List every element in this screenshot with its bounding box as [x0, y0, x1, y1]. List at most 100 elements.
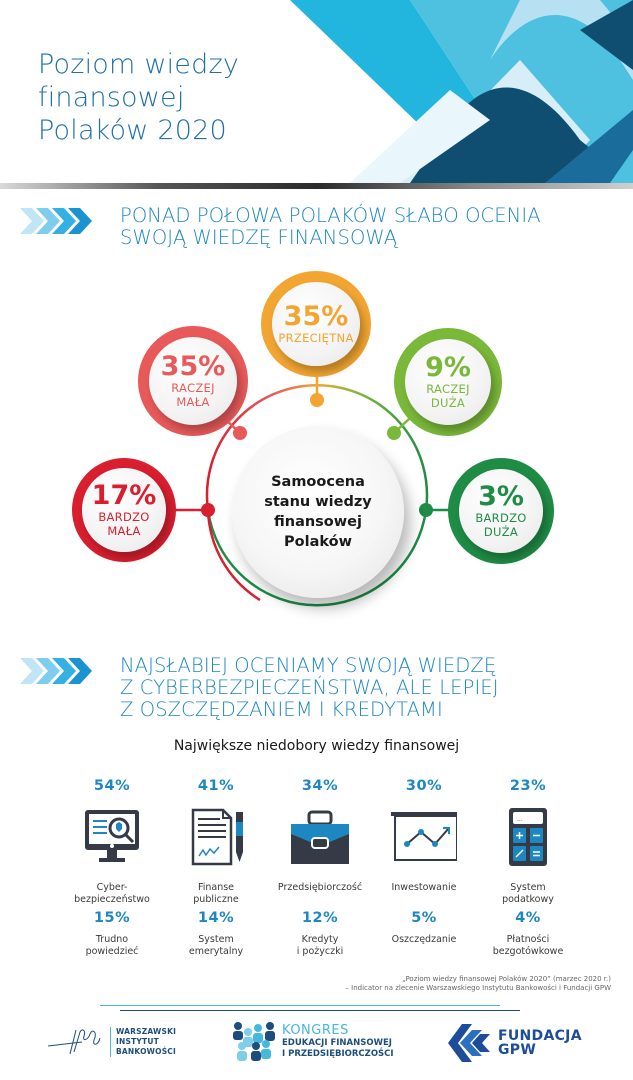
deficit-percentage: 4% — [515, 910, 541, 926]
wib-name: WARSZAWSKI INSTYTUT BANKOWOŚCI — [110, 1027, 176, 1057]
kongres-logo: KONGRES EDUKACJI FINANSOWEJ I PRZEDSIĘBI… — [232, 1020, 394, 1064]
section2-heading-line: Z CYBERBEZPIECZEŃSTWA, ALE LEPIEJ — [120, 676, 499, 699]
bubble-label: DUŻA — [430, 395, 466, 410]
bubble-label: BARDZO — [475, 510, 527, 525]
bubble-rather-low: 35% RACZEJ MAŁA — [138, 326, 248, 436]
bubble-label: MAŁA — [107, 524, 141, 538]
deficit-item: 34% Przedsiębiorczość — [268, 778, 372, 906]
center-caption-line: Samoocena — [271, 474, 365, 490]
section1-heading: PONAD POŁOWA POLAKÓW SŁABO OCENIA SWOJĄ … — [20, 205, 541, 249]
deficit-item: 14% System emerytalny — [164, 910, 268, 958]
bubble-very-low: 17% BARDZO MAŁA — [72, 458, 176, 562]
bubble-percentage: 17% — [91, 480, 157, 511]
deficit-percentage: 12% — [301, 910, 339, 926]
deficit-label: System emerytalny — [188, 934, 244, 957]
section2-heading: NAJSŁABIEJ OCENIAMY SWOJĄ WIEDZĘ Z CYBER… — [20, 655, 499, 721]
bubble-rather-high: 9% RACZEJ DUŻA — [394, 328, 502, 436]
bubble-percentage: 3% — [478, 480, 524, 512]
kongres-subtitle: I PRZEDSIĘBIORCZOŚCI — [282, 1049, 394, 1059]
footer-divider — [120, 1010, 520, 1011]
bubble-average: 35% PRZECIĘTNA — [261, 271, 371, 377]
deficit-percentage: 41% — [197, 778, 235, 794]
bubble-label: RACZEJ — [426, 381, 470, 396]
bubble-inner: 9% RACZEJ DUŻA — [404, 338, 492, 426]
kongres-title: KONGRES — [282, 1023, 349, 1038]
gpw-line: FUNDACJA — [498, 1028, 582, 1044]
deficit-item: 30% Inwestowanie — [372, 778, 476, 906]
calculator-icon: ... — [509, 808, 547, 866]
header-banner: Poziom wiedzy finansowej Polaków 2020 — [0, 0, 633, 183]
deficit-label: Trudno powiedzieć — [85, 934, 139, 957]
deficit-label: Kredyty i pożyczki — [296, 934, 344, 957]
people-group-icon — [233, 1022, 275, 1061]
briefcase-icon — [291, 810, 349, 864]
section1-heading-line: SWOJĄ WIEDZĘ FINANSOWĄ — [120, 226, 398, 249]
deficit-percentage: 34% — [301, 778, 339, 794]
monitor-shield-icon — [85, 810, 139, 862]
bubble-percentage: 35% — [160, 351, 226, 382]
bubble-percentage: 9% — [425, 351, 471, 383]
deficit-label: Finanse publiczne — [193, 882, 239, 905]
wib-logo: WARSZAWSKI INSTYTUT BANKOWOŚCI — [48, 1024, 176, 1060]
bubble-label: BARDZO — [98, 510, 150, 524]
source-line: – Indicator na zlecenie Warszawskiego In… — [345, 984, 611, 992]
gpw-name: FUNDACJA GPW — [498, 1029, 582, 1057]
center-caption-line: finansowej — [274, 514, 362, 530]
svg-text:...: ... — [517, 816, 523, 823]
deficit-item: 41% Finanse publiczne — [164, 778, 268, 906]
bubble-label: PRZECIĘTNA — [278, 330, 354, 345]
wib-line: INSTYTUT — [116, 1037, 159, 1046]
self-assessment-diagram: 17% BARDZO MAŁA 35% RACZEJ MAŁA 35% PRZE… — [0, 270, 633, 630]
section2-heading-line: Z OSZCZĘDZANIEM I KREDYTAMI — [120, 698, 443, 721]
section1-heading-text: PONAD POŁOWA POLAKÓW SŁABO OCENIA SWOJĄ … — [120, 205, 541, 249]
deficit-label: System podatkowy — [502, 882, 554, 905]
deficits-subtitle: Największe niedobory wiedzy finansowej — [173, 738, 460, 754]
deficit-item: 54% Cyber- bezpieczeństwo — [60, 778, 164, 906]
deficit-label: Przedsiębiorczość — [277, 882, 363, 893]
source-note: „Poziom wiedzy finansowej Polaków 2020” … — [345, 975, 611, 993]
deficit-label: Cyber- bezpieczeństwo — [74, 882, 150, 905]
deficit-percentage: 54% — [93, 778, 131, 794]
bubble-label: MAŁA — [176, 395, 210, 409]
document-pen-icon — [191, 808, 243, 866]
section2-heading-text: NAJSŁABIEJ OCENIAMY SWOJĄ WIEDZĘ Z CYBER… — [120, 655, 499, 721]
chart-board-icon — [391, 812, 457, 861]
wib-line: WARSZAWSKI — [116, 1027, 177, 1036]
deficit-item: 12% Kredyty i pożyczki — [268, 910, 372, 958]
deficit-item: 5% Oszczędzanie — [372, 910, 476, 958]
deficit-label: Płatności bezgotówkowe — [492, 934, 564, 957]
title-line-2: finansowej — [38, 82, 185, 113]
chevron-arrows-icon — [20, 658, 92, 684]
deficit-percentage: 5% — [411, 910, 437, 926]
gpw-line: GPW — [498, 1042, 537, 1058]
footer-divider — [100, 1005, 500, 1006]
page-title: Poziom wiedzy finansowej Polaków 2020 — [38, 48, 239, 147]
bubble-very-high: 3% BARDZO DUŻA — [448, 458, 554, 564]
center-caption: Samoocena stanu wiedzy finansowej Polakó… — [253, 472, 383, 552]
title-line-1: Poziom wiedzy — [38, 49, 239, 80]
bubble-inner: 35% PRZECIĘTNA — [272, 281, 360, 367]
chevron-arrows-icon — [20, 208, 92, 234]
wib-signature-icon — [48, 1029, 101, 1055]
deficit-item: 4% Płatności bezgotówkowe — [476, 910, 580, 958]
deficit-label: Oszczędzanie — [391, 934, 457, 945]
title-line-3: Polaków 2020 — [38, 115, 227, 146]
wib-line: BANKOWOŚCI — [116, 1047, 176, 1056]
center-caption-line: stanu wiedzy — [264, 494, 372, 510]
kongres-name: KONGRES EDUKACJI FINANSOWEJ I PRZEDSIĘBI… — [282, 1024, 394, 1060]
bubble-percentage: 35% — [283, 300, 349, 332]
section2-heading-line: NAJSŁABIEJ OCENIAMY SWOJĄ WIEDZĘ — [120, 654, 497, 677]
deficit-item: 23% ... System podatkowy — [476, 778, 580, 906]
deficits-row-1: 54% Cyber- bezpieczeństwo 41% — [60, 778, 580, 906]
bubble-inner: 35% RACZEJ MAŁA — [149, 337, 237, 425]
bubble-label: RACZEJ — [171, 381, 215, 395]
fundacja-gpw-logo: FUNDACJA GPW — [448, 1024, 582, 1062]
bubble-inner: 17% BARDZO MAŁA — [82, 468, 166, 552]
deficit-percentage: 15% — [93, 910, 131, 926]
deficits-row-2: 15% Trudno powiedzieć 14% System emeryta… — [60, 910, 580, 958]
center-caption-line: Polaków — [284, 534, 352, 550]
decorative-wave-pattern-icon — [290, 0, 633, 183]
section1-heading-line: PONAD POŁOWA POLAKÓW SŁABO OCENIA — [120, 204, 541, 227]
gpw-mark-icon — [448, 1024, 490, 1062]
deficit-percentage: 23% — [509, 778, 547, 794]
